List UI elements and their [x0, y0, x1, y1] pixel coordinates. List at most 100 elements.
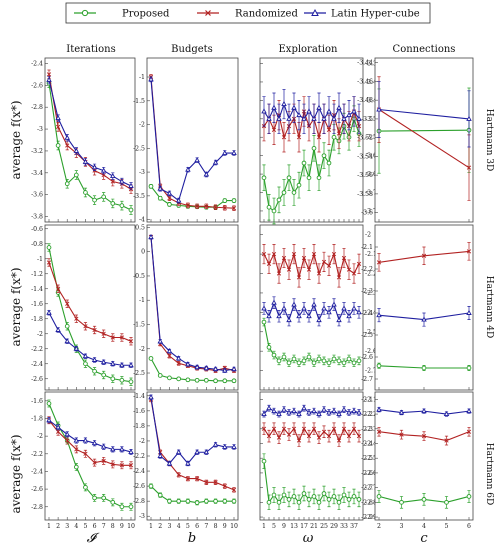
y-tick-label: -2.7 [365, 485, 377, 492]
y-tick-label: -2.3 [361, 288, 373, 295]
x-tick-label: 33 [340, 523, 348, 530]
legend-label-randomized: Randomized [235, 9, 298, 20]
series-line-randomized [150, 399, 235, 491]
y-tick-label: -2.4 [31, 60, 43, 67]
y-tick-label: -1.5 [133, 321, 145, 328]
data-point [286, 175, 292, 181]
series-line-proposed [150, 186, 234, 208]
y-tick-label: -0.6 [31, 226, 43, 233]
x-tick-label: 1 [262, 523, 266, 530]
data-point [110, 201, 116, 206]
data-point [316, 356, 322, 362]
y-tick-label: -2.5 [133, 145, 145, 152]
data-point [73, 147, 80, 153]
series-proposed [376, 490, 472, 509]
data-point [128, 339, 134, 344]
y-tick-label: -2.4 [31, 468, 43, 475]
series-line-proposed [150, 358, 234, 382]
x-tick-label: 6 [93, 523, 97, 530]
data-point [336, 104, 342, 110]
data-point [110, 462, 115, 467]
data-point [271, 104, 277, 110]
data-point [326, 409, 332, 415]
data-point [316, 175, 322, 181]
series-line-proposed [378, 129, 470, 132]
data-point [276, 499, 282, 505]
data-point [341, 360, 347, 366]
data-point [326, 263, 332, 268]
data-point [65, 438, 70, 443]
data-point [55, 326, 61, 332]
x-tick-label: 3 [65, 523, 69, 530]
legend-entry-proposed: Proposed [74, 9, 170, 20]
data-point [46, 72, 52, 77]
y-tick-label: -3.5 [361, 116, 373, 123]
y-tick-label: -3.5 [365, 116, 377, 123]
row-label-hartmann-4d: Hartmann 4D [484, 276, 494, 338]
data-point [231, 365, 237, 372]
x-tick-label: 4 [422, 523, 426, 530]
data-point [222, 198, 228, 203]
x-axis-label-iterations: 𝓘 [87, 531, 100, 546]
data-point [231, 443, 237, 449]
y-tick-label: -2.7 [361, 485, 373, 492]
data-point [119, 504, 125, 510]
data-point [266, 344, 272, 350]
x-tick-label: 6 [467, 523, 471, 530]
data-point [341, 406, 347, 412]
plot-frame [146, 224, 239, 391]
data-point [331, 251, 337, 257]
data-point [175, 355, 182, 361]
panels: -2.4-2.6-2.8-3-3.2-3.4-3.6-3.81234567891… [31, 57, 474, 530]
y-tick-label: -2.5 [365, 455, 377, 462]
data-point [157, 492, 163, 498]
data-point [376, 106, 382, 112]
data-point [128, 463, 134, 468]
data-point [100, 359, 107, 365]
data-point [83, 361, 88, 367]
data-point [311, 426, 317, 431]
data-point [301, 405, 307, 411]
data-point [64, 134, 70, 140]
y-tick-label: -3.46 [357, 78, 373, 85]
data-point [321, 153, 327, 159]
panel-budgets-hartmann-6d: -1.4 -1.6 -1.8 -2 -2.2 -2.4 -2.6 -2.8 -3 1 2 3 4 5 6 7 8… [133, 391, 239, 530]
data-point [128, 448, 134, 454]
data-point [148, 483, 154, 489]
series-line-proposed [48, 247, 132, 383]
data-point [203, 377, 209, 383]
data-point [119, 463, 125, 468]
series-randomized [46, 416, 134, 470]
data-point [281, 305, 287, 311]
data-point [46, 417, 52, 423]
data-point [194, 476, 200, 481]
data-point [55, 124, 61, 129]
data-point [466, 309, 472, 315]
data-point [82, 158, 89, 164]
data-point [301, 358, 307, 364]
data-point [331, 426, 337, 431]
x-tick-label: 10 [230, 523, 238, 530]
data-point [296, 438, 302, 443]
y-tick-label: -2.6 [365, 470, 377, 477]
data-point [296, 111, 302, 118]
data-point [276, 410, 282, 417]
data-point [119, 178, 125, 184]
data-point [92, 197, 97, 203]
data-point [222, 443, 228, 449]
y-tick-label: -3.5 [133, 193, 145, 200]
data-point [399, 432, 404, 437]
data-point [331, 301, 337, 307]
legend-marker-randomized [205, 10, 211, 16]
data-point [336, 499, 342, 505]
series-latin-hyper-cube [46, 76, 134, 190]
y-tick-label: -2.3 [365, 426, 377, 433]
data-point [316, 104, 322, 110]
data-point [222, 483, 227, 489]
data-point [110, 376, 116, 382]
x-tick-label: 9 [223, 523, 227, 530]
data-point [296, 360, 302, 366]
series-randomized [261, 422, 362, 447]
y-tick-label: -1 [37, 256, 43, 263]
legend-label-proposed: Proposed [122, 9, 170, 20]
